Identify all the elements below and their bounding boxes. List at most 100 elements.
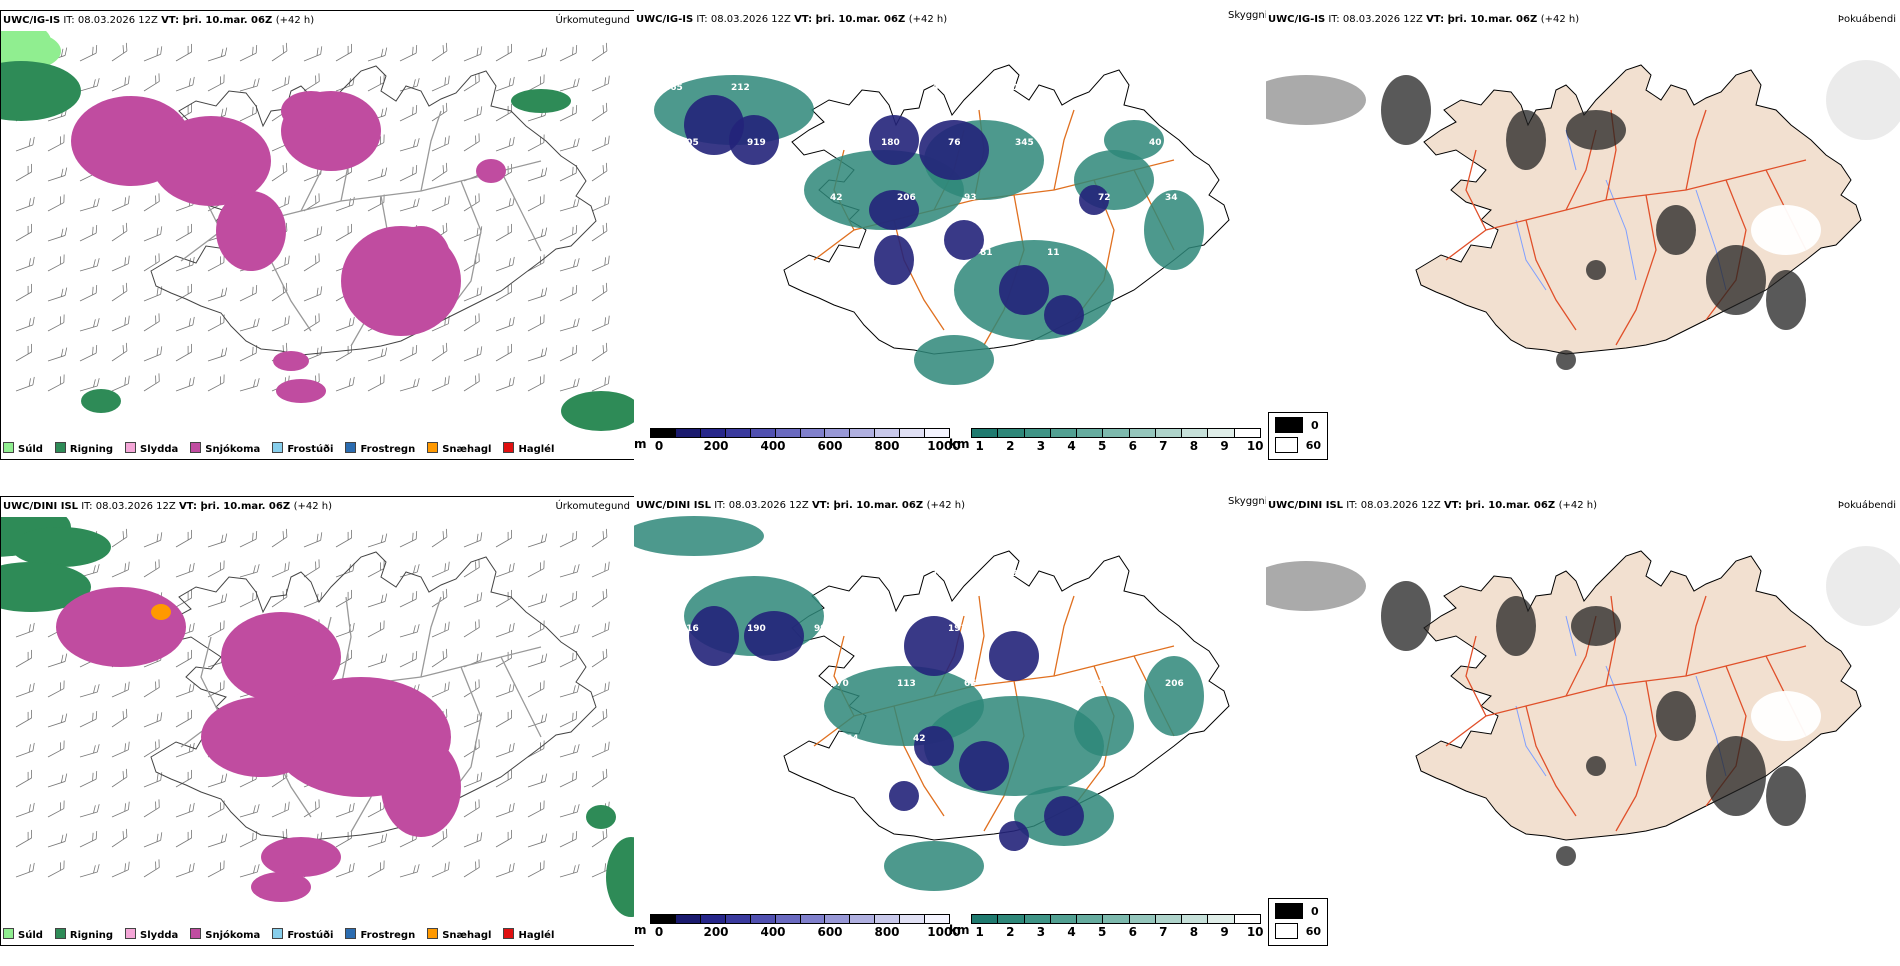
wind-barb — [111, 528, 128, 548]
wind-barb — [15, 223, 32, 242]
wind-barb — [143, 346, 163, 362]
wind-barb — [47, 287, 68, 302]
wind-barb — [271, 561, 290, 578]
colorbar-swatch — [675, 915, 701, 923]
wind-barb — [591, 315, 610, 332]
wind-barb — [239, 345, 258, 362]
precip-legend-item: Snæhagl — [427, 928, 491, 941]
panel-header: UWC/IG-IS IT: 08.03.2026 12Z VT: þri. 10… — [1268, 14, 1579, 25]
wind-barb — [431, 162, 448, 182]
wind-barb — [79, 225, 98, 242]
wind-barb — [463, 619, 480, 638]
wind-barb — [175, 529, 192, 548]
wind-barb — [207, 254, 225, 272]
precip-type-title: Úrkomutegund — [555, 501, 630, 512]
wind-barb — [335, 223, 352, 242]
wind-barb — [527, 194, 545, 212]
wind-barb — [495, 862, 515, 878]
colorbar-tick: 400 — [760, 925, 786, 939]
cloud-base-label: 76 — [948, 138, 961, 148]
cloud-base-label: 85 — [1031, 193, 1044, 203]
wind-barb — [527, 740, 545, 758]
colorbar-tick: 3 — [1036, 439, 1046, 453]
fog-legend-swatch-0 — [1275, 903, 1303, 919]
legend-label: Slydda — [140, 930, 179, 941]
precip-type-map — [1, 517, 634, 917]
wind-barb — [143, 253, 160, 272]
precip-legend-item: Snjókoma — [190, 928, 260, 941]
colorbar-swatch — [1103, 429, 1130, 437]
wind-barb — [527, 860, 545, 878]
precip-legend-item: Snjókoma — [190, 442, 260, 455]
lead-time: (+42 h) — [293, 501, 332, 512]
wind-barb — [15, 682, 35, 698]
wind-barb — [143, 772, 163, 788]
colorbar-swatch — [1129, 429, 1156, 437]
colorbar-tick: 5 — [1097, 439, 1107, 453]
wind-barb — [431, 375, 450, 392]
wind-barb — [463, 46, 483, 62]
wind-barb — [143, 799, 160, 818]
wind-barb — [303, 46, 323, 62]
wind-barb — [399, 378, 420, 392]
cloud-base-label: 449 — [932, 83, 951, 93]
wind-barb — [207, 374, 225, 392]
precip-type-title: Úrkomutegund — [555, 15, 630, 26]
panel-header: UWC/IG-IS IT: 08.03.2026 12Z VT: þri. 10… — [3, 15, 314, 26]
cloud-base-label: 98 — [779, 734, 792, 744]
wind-barb — [143, 226, 163, 242]
wind-barb — [527, 653, 548, 668]
legend-label: Frostregn — [360, 930, 416, 941]
wind-barb — [111, 561, 130, 578]
legend-label: Rigning — [69, 930, 114, 941]
wind-barb — [431, 621, 450, 638]
wind-barb — [47, 713, 68, 728]
wind-barb — [559, 45, 578, 62]
colorbar-swatch — [1077, 429, 1104, 437]
visibility-map: 314 72 204 185 153 199 288 110 116 190 99 155 191 160… — [634, 516, 1230, 891]
colorbar-tick: 2 — [1006, 925, 1015, 939]
wind-barb — [175, 43, 192, 62]
fog-legend-swatch-1 — [1275, 923, 1298, 939]
model-name: UWC/DINI ISL — [636, 500, 712, 511]
colorbar-tick: 2 — [1006, 439, 1015, 453]
colorbar-unit: km — [949, 437, 970, 451]
wind-barb — [207, 47, 228, 62]
cloud-base-label: 113 — [897, 679, 916, 689]
valid-time-value: þri. 10.mar. 06Z — [833, 500, 927, 511]
wind-barb — [591, 708, 608, 728]
wind-barb — [335, 829, 352, 848]
valid-time-value: þri. 10.mar. 06Z — [200, 501, 294, 512]
init-time-value: 08.03.2026 12Z — [728, 500, 812, 511]
cloud-base-label: 191 — [948, 624, 967, 634]
wind-barb — [495, 136, 515, 152]
wind-barb — [15, 136, 35, 152]
colorbar-swatch — [1155, 429, 1183, 437]
wind-barb — [495, 43, 512, 62]
wind-barb — [143, 286, 163, 302]
wind-barb — [111, 255, 130, 272]
wind-barb — [591, 528, 608, 548]
wind-barb — [591, 282, 608, 302]
wind-barb — [463, 106, 483, 122]
cloud-base-label: 180 — [881, 138, 900, 148]
wind-barb — [367, 620, 385, 638]
wind-barb — [591, 681, 610, 698]
cloud-base-label: 72 — [731, 569, 744, 579]
colorbar-swatches — [650, 428, 950, 438]
valid-time-label: VT: — [794, 14, 816, 25]
cloud-base-label: 88 — [1082, 138, 1095, 148]
wind-barb — [47, 680, 65, 698]
colorbar-swatches — [650, 914, 950, 924]
precip-legend-item: Haglél — [503, 928, 554, 941]
colorbar-swatch — [900, 915, 926, 923]
wind-barb — [495, 223, 512, 242]
wind-barb — [175, 316, 195, 332]
wind-barb — [495, 682, 515, 698]
fog-legend-value-0: 0 — [1311, 904, 1319, 918]
cloud-base-label: 63 — [846, 248, 859, 258]
colorbar-swatch — [900, 429, 926, 437]
wind-barb — [527, 800, 545, 818]
wind-barb — [207, 860, 225, 878]
wind-barb — [175, 376, 195, 392]
